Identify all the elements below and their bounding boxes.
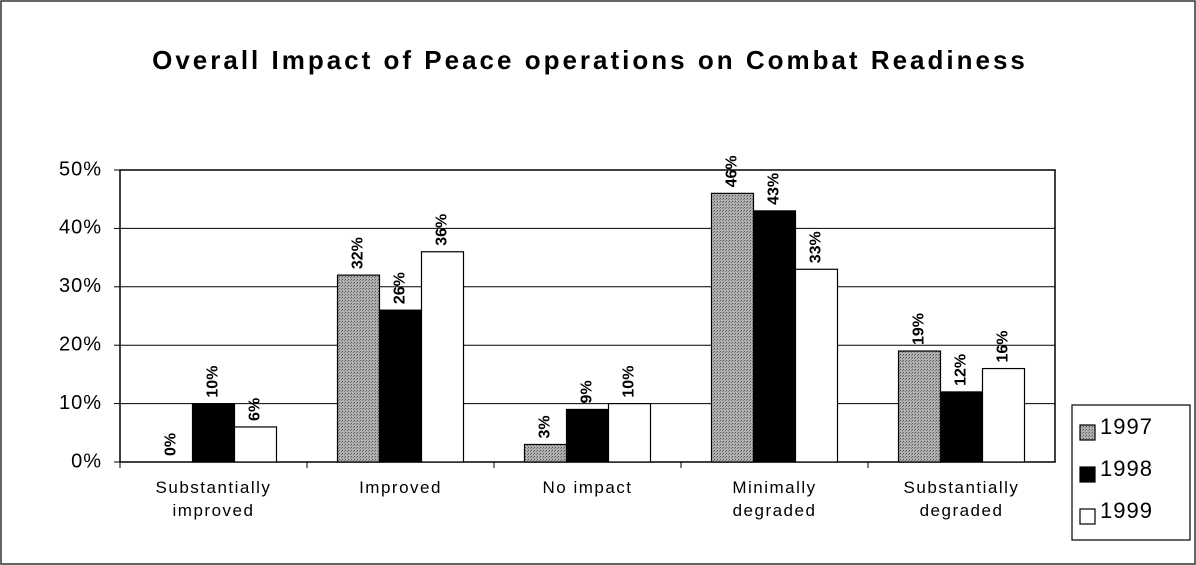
bar xyxy=(191,403,236,463)
data-label: 10% xyxy=(621,366,638,398)
x-tick-label: No impact xyxy=(542,478,633,497)
data-label: 26% xyxy=(392,272,409,304)
data-label: 10% xyxy=(205,366,222,398)
data-label: 3% xyxy=(537,415,554,438)
bar xyxy=(523,443,568,463)
data-label: 16% xyxy=(995,331,1012,363)
chart-title: Overall Impact of Peace operations on Co… xyxy=(152,45,1028,75)
bar xyxy=(710,192,755,463)
bar xyxy=(565,408,610,463)
bar xyxy=(336,274,381,463)
y-tick-label: 10% xyxy=(59,392,102,414)
legend-label: 1997 xyxy=(1100,414,1153,439)
data-label: 36% xyxy=(434,214,451,246)
data-label: 33% xyxy=(808,231,825,263)
bar xyxy=(607,403,652,463)
x-tick-label: Minimally degraded xyxy=(732,478,817,520)
data-label: 32% xyxy=(350,237,367,269)
legend-label: 1998 xyxy=(1100,456,1153,481)
y-tick-label: 0% xyxy=(71,450,102,472)
y-tick-label: 30% xyxy=(59,275,102,297)
bar xyxy=(939,391,984,463)
x-tick-label: Improved xyxy=(359,478,442,497)
x-tick-label: Substantially improved xyxy=(155,478,272,520)
legend-swatch xyxy=(1079,424,1096,441)
y-tick-label: 40% xyxy=(59,217,102,239)
data-label: 6% xyxy=(247,398,264,421)
y-tick-label: 50% xyxy=(59,158,102,180)
bar xyxy=(378,309,423,463)
data-label: 19% xyxy=(911,313,928,345)
y-tick-label: 20% xyxy=(59,333,102,355)
bar xyxy=(752,210,797,463)
bar xyxy=(981,367,1026,463)
data-label: 43% xyxy=(766,173,783,205)
legend-swatch xyxy=(1079,466,1096,483)
bar xyxy=(794,268,839,463)
data-label: 46% xyxy=(724,155,741,187)
bar xyxy=(420,251,465,463)
data-label: 0% xyxy=(163,433,180,456)
data-label: 12% xyxy=(953,354,970,386)
legend-label: 1999 xyxy=(1100,498,1153,523)
x-tick-label: Substantially degraded xyxy=(903,478,1020,520)
bar xyxy=(897,350,942,463)
bar xyxy=(233,426,278,463)
data-label: 9% xyxy=(579,380,596,403)
legend-swatch xyxy=(1079,508,1096,525)
